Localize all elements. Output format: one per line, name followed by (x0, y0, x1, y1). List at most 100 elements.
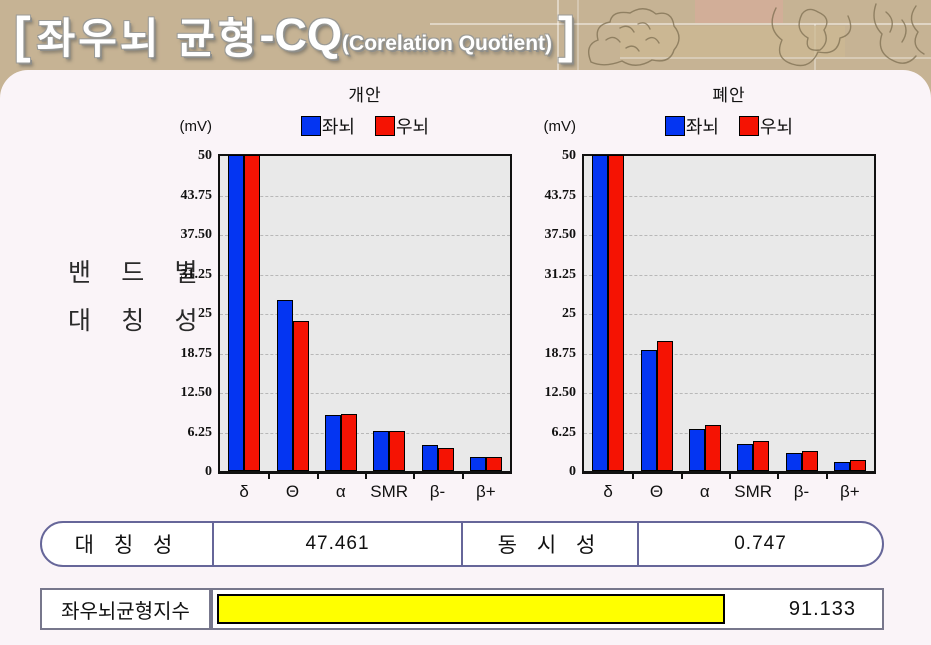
symmetry-value: 47.461 (212, 523, 461, 565)
balance-index-label-box: 좌우뇌균형지수 (40, 588, 211, 630)
bar-우뇌-β- (437, 448, 454, 471)
bar-우뇌-Θ (292, 321, 309, 471)
bar-우뇌-β+ (849, 460, 866, 471)
title-cq-text: CQ (274, 9, 343, 60)
title-right-bracket: ] (558, 7, 575, 63)
y-axis-tick-label: 50 (562, 148, 576, 163)
x-axis-tick (729, 474, 731, 479)
bar-좌뇌-β+ (469, 457, 486, 471)
bar-좌뇌-SMR (373, 431, 390, 471)
bar-좌뇌-β- (785, 453, 802, 471)
side-label-line1: 밴 드 별 (68, 260, 210, 287)
title-left-bracket: [ (14, 7, 31, 63)
legend-item: 우뇌 (739, 113, 793, 139)
gridline (584, 393, 874, 394)
plot-area (218, 154, 512, 474)
y-axis-tick-label: 25 (562, 306, 576, 321)
x-axis-label: SMR (734, 482, 773, 501)
legend-label: 우뇌 (760, 117, 794, 137)
legend-swatch-left-brain (300, 116, 321, 136)
gridline (584, 432, 874, 434)
bar-우뇌-SMR (753, 441, 770, 471)
x-axis-label: α (699, 482, 710, 501)
symmetry-label: 대 칭 성 (74, 534, 180, 557)
header-decor-rect (695, 0, 783, 23)
bar-좌뇌-α (688, 429, 705, 471)
x-axis-tick (825, 474, 828, 479)
band-symmetry-side-label: 밴 드 별 대 칭 성 (68, 250, 210, 346)
bar-좌뇌-α (324, 415, 341, 471)
synchrony-value: 0.747 (637, 523, 882, 565)
side-label-line2: 대 칭 성 (68, 308, 210, 335)
y-axis-tick-label: 18.75 (180, 345, 213, 361)
bar-우뇌-SMR (389, 431, 406, 471)
x-axis-label: δ (239, 482, 249, 501)
x-axis-label: β- (793, 482, 810, 501)
gridline (220, 195, 510, 197)
y-axis-tick-label: 6.25 (187, 424, 213, 440)
y-axis-tick-label: 12.50 (180, 385, 213, 400)
gridline (220, 432, 510, 434)
y-axis-tick-label: 18.75 (544, 345, 577, 361)
bar-우뇌-α (340, 414, 357, 471)
title-subtitle: (Corelation Quotient) (342, 32, 553, 55)
y-axis-tick-label: 31.25 (544, 266, 577, 282)
header: [ 좌우뇌 균형 - CQ (Corelation Quotient) ] (0, 0, 931, 70)
y-axis-tick-label: 0 (569, 464, 576, 479)
brain-sketch-art (588, 3, 925, 67)
x-axis-label: Θ (285, 482, 300, 501)
x-axis-label: SMR (370, 482, 409, 501)
bar-좌뇌-β+ (833, 462, 850, 471)
x-axis-label: Θ (649, 482, 664, 501)
y-axis-unit-label: (mV) (543, 118, 577, 135)
summary-table: 대 칭 성 47.461 동 시 성 0.747 (40, 521, 884, 567)
x-axis-label: β- (429, 482, 446, 501)
y-axis-tick-label: 25 (198, 306, 212, 321)
bar-좌뇌-SMR (737, 444, 754, 471)
y-axis-tick-label: 6.25 (551, 424, 577, 440)
bar-좌뇌-Θ (640, 350, 657, 471)
x-axis-label: β+ (475, 482, 496, 501)
x-axis-tick (632, 474, 635, 479)
x-axis-tick (316, 474, 319, 479)
x-axis-label: α (335, 482, 346, 501)
y-axis-tick-label: 37.50 (180, 227, 213, 242)
x-axis-tick (680, 474, 683, 479)
legend-label: 우뇌 (396, 117, 430, 137)
x-axis-tick (413, 474, 416, 479)
legend-item: 좌뇌 (300, 113, 355, 139)
bar-우뇌-δ (244, 155, 261, 471)
y-axis-tick-label: 12.50 (544, 385, 577, 400)
gridline (220, 235, 510, 236)
chart-title: 개안 (348, 86, 382, 105)
gridline (220, 274, 510, 276)
balance-index-value: 91.133 (788, 597, 856, 620)
gridline (584, 274, 874, 276)
y-axis-tick-label: 31.25 (180, 266, 213, 282)
gridline (584, 235, 874, 236)
bar-우뇌-β- (801, 451, 818, 471)
title-main-text: 좌우뇌 균형 (36, 14, 260, 62)
x-axis-tick (365, 474, 367, 479)
y-axis-tick-label: 50 (198, 148, 212, 163)
bar-좌뇌-δ (228, 155, 245, 471)
y-axis-tick-label: 43.75 (544, 187, 577, 203)
x-axis-label: δ (603, 482, 613, 501)
bar-좌뇌-Θ (276, 300, 293, 471)
legend-item: 우뇌 (375, 113, 429, 139)
gridline (584, 195, 874, 197)
header-grid-line (430, 23, 931, 25)
chart-legend: 좌뇌 우뇌 (582, 113, 876, 139)
bar-좌뇌-δ (592, 155, 609, 471)
bar-우뇌-δ (608, 155, 625, 471)
gridline (220, 353, 510, 355)
legend-label: 좌뇌 (321, 117, 355, 137)
legend-item: 좌뇌 (664, 113, 719, 139)
x-axis-tick (268, 474, 271, 479)
x-axis-label: β+ (839, 482, 860, 501)
gridline (584, 353, 874, 355)
bar-우뇌-β+ (485, 457, 502, 471)
chart-eyes-closed: 폐안 (mV) 좌뇌 우뇌 50 43.75 37.50 31.25 25 18.75 12.… (512, 78, 892, 510)
y-axis-tick-label: 43.75 (180, 187, 213, 203)
